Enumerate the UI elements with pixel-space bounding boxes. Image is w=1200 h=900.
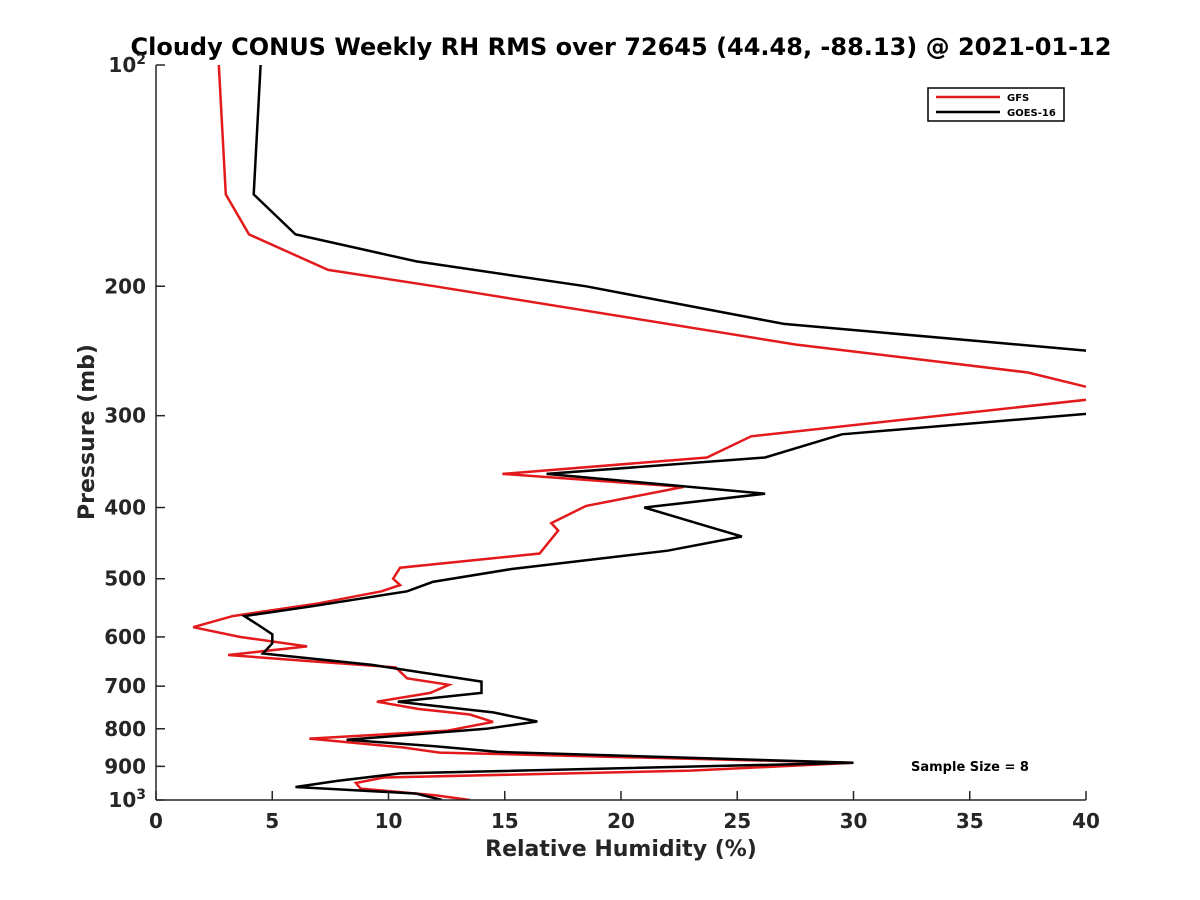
y-tick-label: 200 [104, 274, 146, 298]
y-tick-label: 300 [104, 404, 146, 428]
y-tick-label: 103 [108, 787, 146, 812]
x-axis-label: Relative Humidity (%) [485, 837, 757, 862]
y-tick-label: 600 [104, 625, 146, 649]
y-tick-label: 800 [104, 717, 146, 741]
sample-size-annotation: Sample Size = 8 [911, 760, 1029, 775]
x-tick-label: 35 [956, 809, 984, 833]
series-line-gfs [192, 65, 1086, 800]
y-tick-label: 102 [108, 52, 146, 77]
x-tick-label: 10 [375, 809, 403, 833]
y-tick-label: 900 [104, 754, 146, 778]
chart-title: Cloudy CONUS Weekly RH RMS over 72645 (4… [131, 33, 1112, 61]
legend-label-goes16: GOES-16 [1007, 108, 1056, 119]
y-tick-label: 700 [104, 674, 146, 698]
x-tick-label: 20 [607, 809, 635, 833]
y-tick-label: 500 [104, 567, 146, 591]
legend: GFS GOES-16 [927, 87, 1065, 122]
plot-area [156, 65, 1086, 800]
y-tick-label: 400 [104, 496, 146, 520]
ticks-layer: 0 5 10 15 20 25 30 35 40 102 200 300 400 500 600 700 800… [104, 52, 1100, 833]
x-tick-label: 15 [491, 809, 519, 833]
x-tick-label: 0 [149, 809, 163, 833]
y-axis-label: Pressure (mb) [75, 344, 100, 520]
x-tick-label: 25 [723, 809, 751, 833]
x-tick-label: 30 [840, 809, 868, 833]
series-line-goes-16 [240, 65, 1086, 800]
x-tick-label: 40 [1072, 809, 1100, 833]
legend-box [927, 87, 1065, 122]
series-layer [192, 65, 1086, 800]
legend-label-gfs: GFS [1007, 93, 1029, 104]
x-tick-label: 5 [265, 809, 279, 833]
